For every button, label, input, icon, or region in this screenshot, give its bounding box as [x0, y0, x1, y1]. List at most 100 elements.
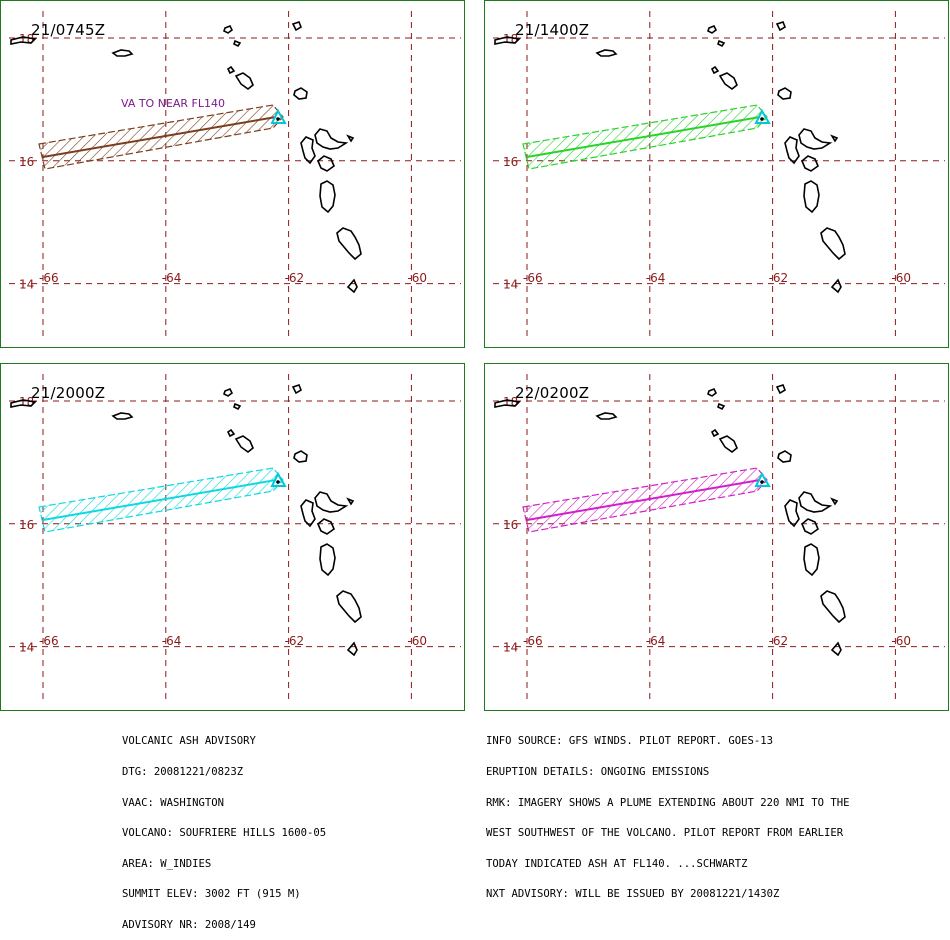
- island-outline: [111, 49, 134, 57]
- island-outline: [346, 497, 355, 506]
- island-outline: [803, 543, 820, 577]
- advisory-line: VOLCANO: SOUFRIERE HILLS 1600-05: [122, 827, 327, 840]
- flight-level-remark: VA TO NEAR FL140: [121, 97, 225, 110]
- island-outline: [317, 155, 335, 172]
- island-outline: [820, 227, 846, 261]
- longitude-label: -66: [39, 271, 59, 285]
- latitude-label: 16: [19, 518, 34, 532]
- latitude-label: 14: [503, 278, 518, 292]
- island-outline: [830, 134, 839, 143]
- volcano-triangle-icon: [270, 471, 287, 487]
- map-panel-3: -66 -64 -62 -60 18 16 14 21/2000Z: [0, 363, 465, 711]
- island-outline: [293, 450, 308, 463]
- longitude-label: -60: [891, 634, 911, 648]
- island-outlines: [10, 384, 362, 657]
- island-outline: [494, 399, 521, 408]
- advisory-line: VOLCANIC ASH ADVISORY: [122, 735, 256, 748]
- advisory-line: WEST SOUTHWEST OF THE VOLCANO. PILOT REP…: [486, 827, 844, 840]
- island-outline: [10, 399, 37, 408]
- island-outline: [346, 278, 358, 294]
- volcano-vent-icon: [276, 117, 280, 121]
- longitude-label: -62: [769, 634, 789, 648]
- plume-axis-line: [42, 479, 277, 521]
- map-panel-4: -66 -64 -62 -60 18 16 14 22/0200Z: [484, 363, 949, 711]
- island-outlines: [494, 384, 846, 657]
- island-outlines: [494, 21, 846, 294]
- island-outline: [710, 428, 720, 438]
- advisory-line: ERUPTION DETAILS: ONGOING EMISSIONS: [486, 766, 710, 778]
- advisory-remarks-block: INFO SOURCE: GFS WINDS. PILOT REPORT. GO…: [486, 716, 850, 910]
- island-outline: [319, 543, 336, 577]
- advisory-line: DTG: 20081221/0823Z: [122, 766, 244, 778]
- island-outline: [111, 412, 134, 420]
- map-panel-2: -66 -64 -62 -60 18 16 14 21/1400Z: [484, 0, 949, 348]
- volcano-triangle-icon: [754, 471, 771, 487]
- longitude-label: -64: [162, 271, 182, 285]
- latitude-label: 16: [503, 155, 518, 169]
- volcano-triangle-icon: [754, 108, 771, 124]
- longitude-label: -64: [646, 634, 666, 648]
- volcano-vent-icon: [760, 117, 764, 121]
- island-outline: [233, 402, 242, 411]
- island-outline: [234, 72, 254, 91]
- latitude-label: 16: [503, 518, 518, 532]
- map-panel-1: -66 -64 -62 -60 18 16 14 VA TO NEAR FL140 21/07…: [0, 0, 465, 348]
- latitude-label: 16: [19, 155, 34, 169]
- island-outline: [707, 387, 718, 397]
- island-outline: [336, 590, 362, 624]
- plume-axis-line: [42, 116, 277, 158]
- longitude-label: -62: [285, 634, 305, 648]
- advisory-line: INFO SOURCE: GFS WINDS. PILOT REPORT. GO…: [486, 735, 774, 748]
- island-outline: [336, 227, 362, 261]
- volcano-vent-icon: [276, 480, 280, 484]
- island-outline: [595, 412, 618, 420]
- latitude-label: 14: [19, 278, 34, 292]
- longitude-label: -66: [523, 634, 543, 648]
- island-outline: [223, 387, 234, 397]
- island-outline: [717, 402, 726, 411]
- island-outline: [314, 491, 349, 513]
- island-outline: [494, 36, 521, 45]
- island-outline: [233, 39, 242, 48]
- island-outline: [830, 278, 842, 294]
- longitude-label: -60: [407, 634, 427, 648]
- island-outline: [317, 518, 335, 535]
- longitude-label: -64: [646, 271, 666, 285]
- island-outline: [775, 384, 786, 395]
- island-outline: [291, 384, 302, 395]
- longitude-label: -60: [891, 271, 911, 285]
- island-outline: [314, 128, 349, 150]
- advisory-header-block: VOLCANIC ASH ADVISORY DTG: 20081221/0823…: [122, 716, 326, 940]
- longitude-label: -62: [769, 271, 789, 285]
- island-outline: [784, 136, 800, 165]
- island-outline: [226, 428, 236, 438]
- island-outline: [223, 24, 234, 34]
- island-outline: [718, 72, 738, 91]
- panel-valid-time: 21/1400Z: [515, 21, 590, 39]
- latitude-label: 14: [19, 641, 34, 655]
- latitude-label: 14: [503, 641, 518, 655]
- island-outline: [801, 518, 819, 535]
- island-outline: [291, 21, 302, 32]
- island-outline: [226, 65, 236, 75]
- panel-valid-time: 21/2000Z: [31, 384, 106, 402]
- island-outline: [830, 641, 842, 657]
- island-outline: [595, 49, 618, 57]
- island-outline: [346, 134, 355, 143]
- longitude-label: -60: [407, 271, 427, 285]
- island-outline: [319, 180, 336, 214]
- island-outline: [293, 87, 308, 100]
- volcano-vent-icon: [760, 480, 764, 484]
- advisory-line: AREA: W_INDIES: [122, 857, 212, 870]
- longitude-label: -66: [523, 271, 543, 285]
- island-outline: [718, 435, 738, 454]
- island-outline: [801, 155, 819, 172]
- island-outline: [717, 39, 726, 48]
- panel-valid-time: 22/0200Z: [515, 384, 590, 402]
- advisory-line: ADVISORY NR: 2008/149: [122, 918, 256, 931]
- panel-valid-time: 21/0745Z: [31, 21, 106, 39]
- island-outline: [830, 497, 839, 506]
